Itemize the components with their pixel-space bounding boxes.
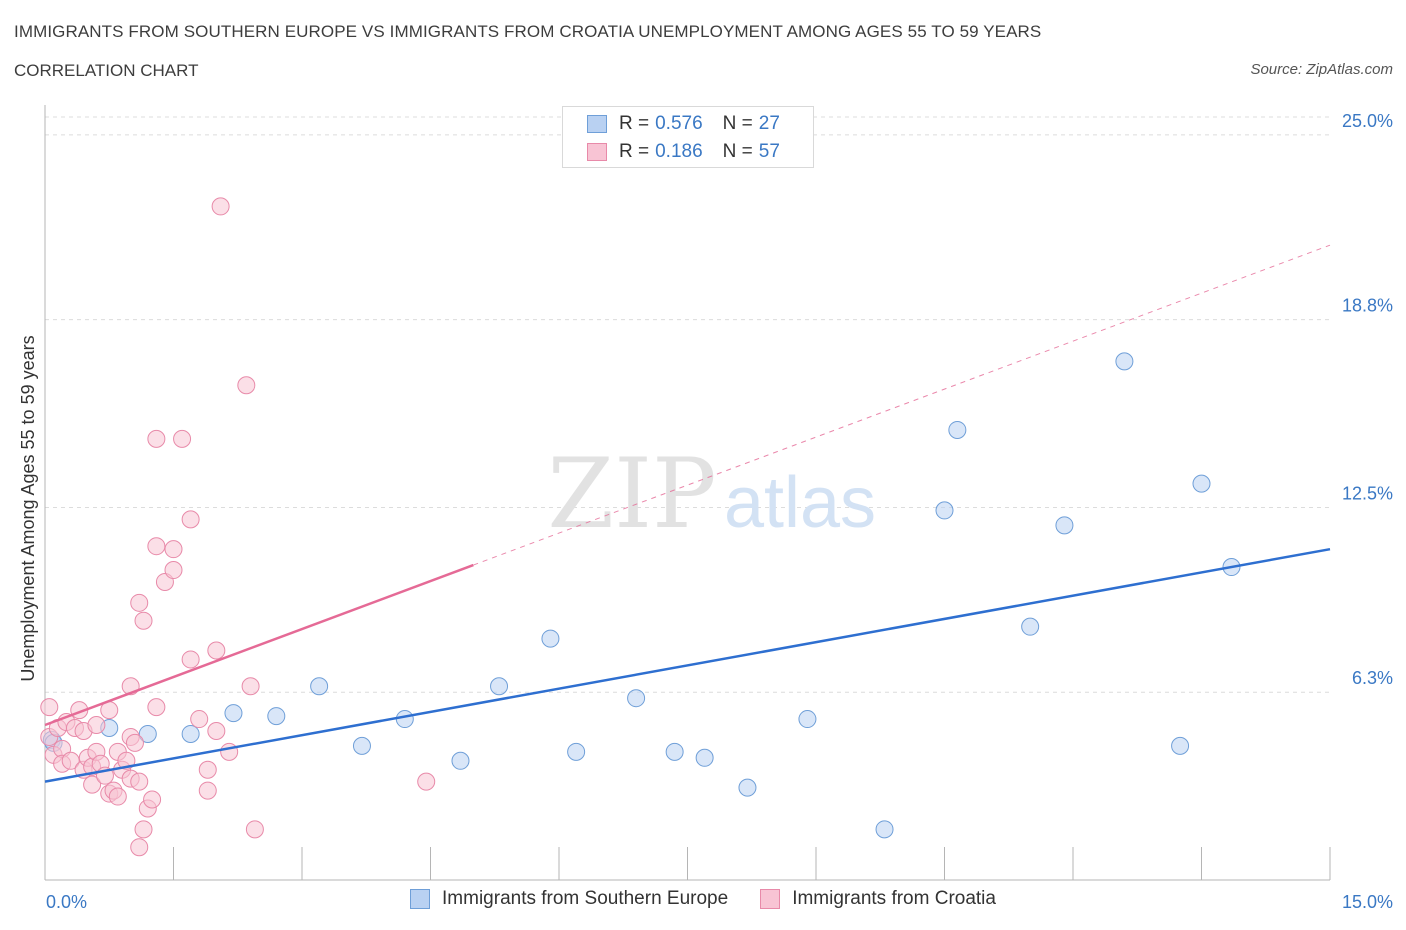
r-value: 0.186 [655,141,703,162]
n-label: N = [722,113,753,134]
croatia-point [181,510,200,529]
y-tick-label: 6.3% [1352,668,1393,688]
pink-swatch [760,889,781,909]
y-tick-label: 25.0% [1342,111,1393,131]
southern-europe-point [395,710,414,729]
southern-europe-point [738,778,757,797]
croatia-point [207,641,226,660]
southern-europe-trendline [44,547,1331,783]
n-value: 57 [758,141,780,162]
series-legend: Immigrants from Southern Europe Immigran… [0,888,1406,910]
croatia-point [198,760,217,779]
r-label: R = [619,141,650,162]
southern-europe-point [1055,516,1074,535]
croatia-point [134,611,153,630]
southern-europe-point [695,748,714,767]
croatia-point [417,772,436,791]
croatia-point [211,197,230,216]
n-label: N = [722,141,753,162]
croatia-point [40,698,59,717]
r-label: R = [619,113,650,134]
southern-europe-point [798,710,817,729]
croatia-point [207,721,226,740]
y-tick-label: 18.8% [1342,296,1393,316]
southern-europe-point [948,420,967,439]
legend-row-southern-europe: R = 0.576 N = 27 [587,112,780,136]
southern-europe-point [224,704,243,723]
croatia-point [125,733,144,752]
croatia-point [143,790,162,809]
southern-europe-point [138,724,157,743]
southern-europe-point [875,820,894,839]
legend-row-croatia: R = 0.186 N = 57 [587,140,780,164]
croatia-point [130,593,149,612]
source-label: Source: ZipAtlas.com [1250,61,1393,78]
chart-subtitle: CORRELATION CHART [14,61,199,80]
southern-europe-point [567,742,586,761]
southern-europe-point [352,736,371,755]
southern-europe-point [1171,736,1190,755]
croatia-point [108,787,127,806]
southern-europe-point [1192,474,1211,493]
watermark-zip: ZIP [547,438,716,550]
croatia-point [164,540,183,559]
x-tick-label-min: 0.0% [46,892,87,912]
legend-item-croatia: Immigrants from Croatia [760,888,996,910]
croatia-point [147,429,166,448]
legend-label: Immigrants from Southern Europe [442,888,729,909]
croatia-point [190,710,209,729]
croatia-point [173,429,192,448]
croatia-point [61,751,80,770]
croatia-point [130,772,149,791]
croatia-point [130,838,149,857]
x-tick-label-max: 15.0% [1342,892,1393,912]
croatia-point [164,561,183,580]
blue-swatch [587,115,607,133]
croatia-point [237,376,256,395]
croatia-point [147,698,166,717]
correlation-legend: R = 0.576 N = 27 R = 0.186 N = 57 [562,106,814,168]
croatia-point [87,716,106,735]
croatia-point [241,677,260,696]
chart-title: IMMIGRANTS FROM SOUTHERN EUROPE VS IMMIG… [14,22,1042,41]
watermark-atlas: atlas [724,463,876,543]
y-tick-label: 12.5% [1342,483,1393,503]
southern-europe-point [310,677,329,696]
pink-swatch [587,143,607,161]
legend-item-southern-europe: Immigrants from Southern Europe [410,888,728,910]
y-axis-label: Unemployment Among Ages 55 to 59 years [18,335,38,681]
croatia-point [181,650,200,669]
croatia-point [134,820,153,839]
croatia-point [83,775,102,794]
southern-europe-point [665,742,684,761]
southern-europe-point [1115,352,1134,371]
croatia-point [147,537,166,556]
southern-europe-point [267,707,286,726]
southern-europe-point [181,724,200,743]
croatia-trendline [44,563,474,727]
legend-label: Immigrants from Croatia [792,888,996,909]
blue-swatch [410,889,431,909]
southern-europe-point [490,677,509,696]
southern-europe-point [451,751,470,770]
southern-europe-point [627,689,646,708]
southern-europe-point [541,629,560,648]
n-value: 27 [758,113,780,134]
croatia-point [220,742,239,761]
croatia-point [245,820,264,839]
r-value: 0.576 [655,113,703,134]
southern-europe-point [935,501,954,520]
southern-europe-point [1021,617,1040,636]
croatia-trendline-extension [473,244,1331,566]
croatia-point [198,781,217,800]
